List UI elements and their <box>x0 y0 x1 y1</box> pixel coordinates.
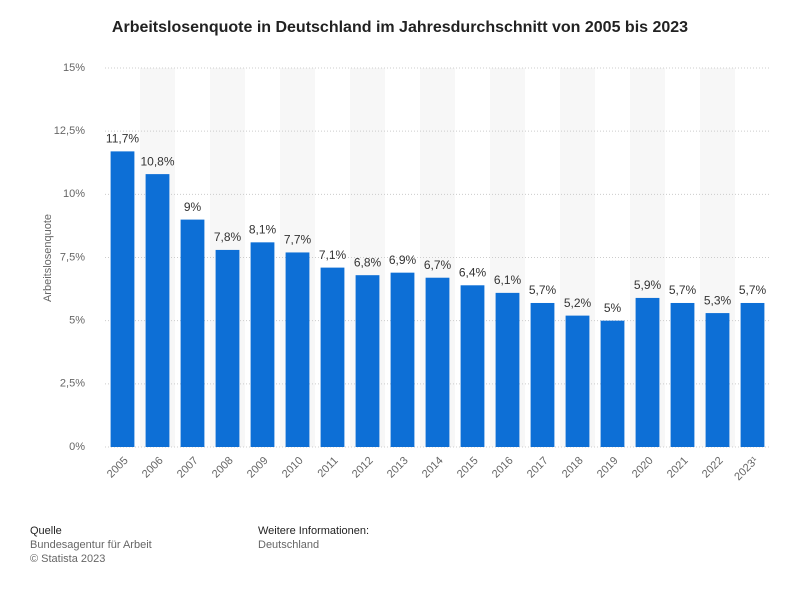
x-tick-label: 2023¹ <box>732 454 761 483</box>
value-label: 11,7% <box>106 132 139 146</box>
value-label: 6,9% <box>389 253 417 267</box>
value-label: 5,2% <box>564 296 592 310</box>
x-tick-label: 2010 <box>280 455 306 481</box>
bar <box>565 315 590 447</box>
y-tick-label: 10% <box>63 188 85 200</box>
y-tick-label: 15% <box>63 62 85 74</box>
value-label: 6,8% <box>354 255 382 269</box>
bar <box>600 320 625 447</box>
x-tick-label: 2022 <box>700 455 726 481</box>
value-label: 5,9% <box>634 278 662 292</box>
value-label: 7,7% <box>284 233 312 247</box>
value-label: 5% <box>604 301 622 315</box>
source: Bundesagentur für Arbeit <box>30 539 152 551</box>
value-label: 5,7% <box>529 283 557 297</box>
value-label: 6,4% <box>459 265 487 279</box>
bar <box>250 242 275 447</box>
x-tick-label: 2009 <box>245 455 271 481</box>
bar <box>390 272 415 447</box>
value-label: 5,7% <box>669 283 697 297</box>
value-label: 10,8% <box>140 154 174 168</box>
value-label: 7,1% <box>319 248 347 262</box>
value-label: 6,1% <box>494 273 522 287</box>
bar <box>425 277 450 447</box>
source-heading: Quelle <box>30 525 62 537</box>
info-heading: Weitere Informationen: <box>258 525 369 537</box>
y-tick-label: 0% <box>69 441 85 453</box>
bar <box>355 275 380 447</box>
bar <box>215 249 240 447</box>
x-tick-label: 2007 <box>175 455 201 481</box>
x-tick-label: 2018 <box>560 455 586 481</box>
value-label: 8,1% <box>249 223 277 237</box>
value-label: 7,8% <box>214 230 242 244</box>
x-tick-label: 2005 <box>105 455 131 481</box>
bar <box>740 302 765 447</box>
x-tick-label: 2017 <box>525 455 551 481</box>
bar <box>145 174 170 447</box>
y-tick-label: 7,5% <box>60 251 85 263</box>
bar <box>670 302 695 447</box>
y-axis-label: Arbeitslosenquote <box>42 214 54 302</box>
y-tick-label: 5% <box>69 315 85 327</box>
value-label: 5,7% <box>739 283 767 297</box>
bar <box>320 267 345 447</box>
x-tick-label: 2019 <box>595 455 621 481</box>
x-tick-label: 2014 <box>420 455 446 481</box>
x-tick-label: 2021 <box>665 455 691 481</box>
bar <box>180 219 205 447</box>
x-tick-label: 2015 <box>455 455 481 481</box>
bar <box>460 285 485 447</box>
bar <box>635 297 660 447</box>
copyright: © Statista 2023 <box>30 553 105 565</box>
bar <box>530 302 555 447</box>
bar <box>705 313 730 447</box>
y-tick-label: 12,5% <box>54 125 85 137</box>
x-tick-label: 2008 <box>210 455 236 481</box>
x-tick-label: 2012 <box>350 455 376 481</box>
x-tick-label: 2013 <box>385 455 411 481</box>
value-label: 6,7% <box>424 258 452 272</box>
bar <box>285 252 310 447</box>
bar <box>110 151 135 447</box>
value-label: 5,3% <box>704 293 732 307</box>
chart-title: Arbeitslosenquote in Deutschland im Jahr… <box>112 19 688 36</box>
x-tick-label: 2011 <box>315 455 340 480</box>
x-tick-label: 2006 <box>140 455 166 481</box>
x-tick-label: 2016 <box>490 455 516 481</box>
y-tick-label: 2,5% <box>60 378 85 390</box>
info: Deutschland <box>258 539 319 551</box>
x-tick-label: 2020 <box>630 455 656 481</box>
value-label: 9% <box>184 200 202 214</box>
bar <box>495 292 520 447</box>
